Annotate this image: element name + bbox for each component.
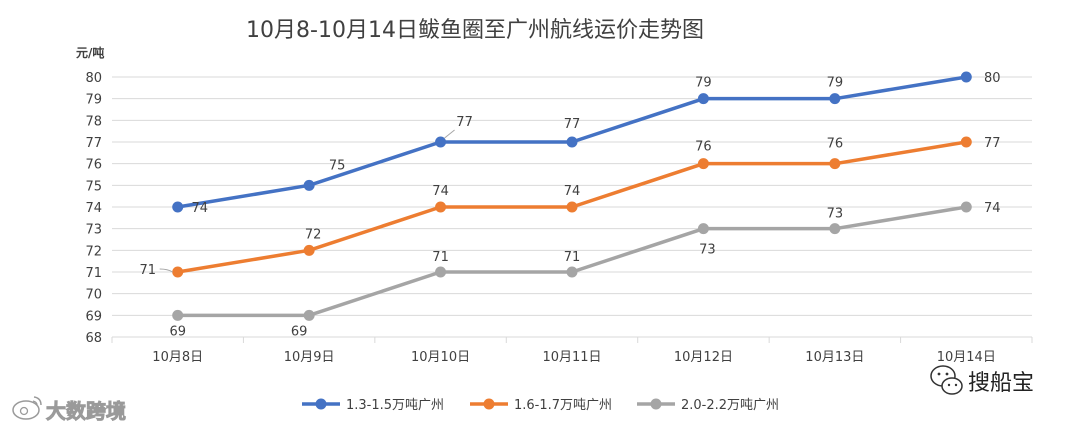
data-label: 69: [169, 324, 186, 339]
y-tick-label: 77: [85, 136, 102, 151]
y-tick-label: 80: [85, 71, 102, 86]
data-point: [960, 71, 972, 83]
legend-entry: 1.6-1.7万吨广州: [470, 398, 612, 413]
x-tick-label: 10月9日: [284, 350, 335, 365]
watermark-left: 大数跨境: [12, 396, 126, 423]
data-label: 71: [564, 250, 581, 265]
legend-swatch-marker: [315, 398, 327, 410]
data-point: [829, 223, 841, 235]
data-point: [303, 179, 315, 191]
legend-swatch-marker: [650, 398, 662, 410]
data-point: [960, 201, 972, 213]
legend: 1.3-1.5万吨广州 1.6-1.7万吨广州 2.0-2.2万吨广州: [302, 398, 779, 413]
legend-label: 1.6-1.7万吨广州: [514, 398, 612, 413]
data-point: [960, 136, 972, 148]
legend-label: 2.0-2.2万吨广州: [681, 398, 779, 413]
weibo-icon: [12, 396, 42, 420]
y-tick-label: 71: [85, 266, 102, 281]
data-label: 69: [291, 324, 308, 339]
data-label: 74: [984, 201, 1001, 216]
data-label: 79: [695, 76, 712, 91]
data-label: 76: [827, 137, 844, 152]
data-point: [435, 136, 447, 148]
data-label: 77: [984, 136, 1001, 151]
data-label: 80: [984, 71, 1001, 86]
data-point: [566, 136, 578, 148]
data-point: [303, 244, 315, 256]
data-point: [566, 266, 578, 278]
data-point: [829, 158, 841, 170]
y-tick-label: 72: [85, 244, 102, 259]
data-point: [829, 93, 841, 105]
x-tick-label: 10月8日: [152, 350, 203, 365]
data-point: [172, 309, 184, 321]
data-label: 77: [564, 117, 581, 132]
data-point: [697, 223, 709, 235]
data-point: [697, 158, 709, 170]
data-point: [435, 201, 447, 213]
legend-entry: 2.0-2.2万吨广州: [637, 398, 779, 413]
data-label: 75: [329, 158, 346, 173]
data-label: 71: [139, 263, 156, 278]
data-label: 76: [695, 140, 712, 155]
y-tick-label: 79: [85, 93, 102, 108]
wechat-icon: [930, 365, 963, 395]
x-tick-label: 10月13日: [805, 350, 864, 365]
y-tick-label: 73: [85, 223, 102, 238]
x-tick-label: 10月14日: [937, 350, 996, 365]
y-tick-label: 75: [85, 179, 102, 194]
data-point: [566, 201, 578, 213]
data-label: 79: [827, 76, 844, 91]
watermark-right: 搜船宝: [930, 365, 1034, 396]
data-label: 77: [456, 115, 473, 130]
data-point: [697, 93, 709, 105]
gridlines: [112, 76, 1032, 338]
y-tick-label: 78: [85, 114, 102, 129]
series-lines: [172, 71, 972, 321]
y-axis-unit-label: 元/吨: [76, 45, 104, 60]
data-point: [435, 266, 447, 278]
chart-title: 10月8-10月14日鲅鱼圈至广州航线运价走势图: [246, 18, 704, 43]
y-tick-label: 69: [85, 309, 102, 324]
label-leader-line: [159, 268, 173, 273]
axes: 68 69 70 71 72 73 74 75 76 77 78 79 80 10月8日 10月9日 10月1…: [85, 71, 1033, 365]
data-point: [303, 309, 315, 321]
data-label: 72: [305, 227, 322, 242]
legend-swatch-marker: [483, 398, 495, 410]
data-label: 73: [827, 207, 844, 222]
data-label: 71: [432, 250, 449, 265]
y-tick-label: 74: [85, 201, 102, 216]
label-leader-line: [444, 129, 455, 139]
data-label: 74: [564, 184, 581, 199]
data-label: 73: [699, 243, 716, 258]
y-tick-label: 70: [85, 288, 102, 303]
y-tick-label: 68: [85, 331, 102, 346]
watermark-right-text: 搜船宝: [968, 371, 1034, 396]
data-label: 74: [432, 184, 449, 199]
x-tick-label: 10月12日: [674, 350, 733, 365]
legend-entry: 1.3-1.5万吨广州: [302, 398, 444, 413]
data-label: 74: [191, 201, 208, 216]
data-point: [172, 201, 184, 213]
data-point: [172, 266, 184, 278]
legend-label: 1.3-1.5万吨广州: [346, 398, 444, 413]
x-tick-label: 10月10日: [411, 350, 470, 365]
y-tick-label: 76: [85, 158, 102, 173]
data-labels: 74 75 77 77 79 79 80 71 72 74 74 76 76 77 69 69 71 71 73 73…: [139, 71, 1000, 339]
watermark-left-text: 大数跨境: [46, 399, 126, 423]
x-tick-label: 10月11日: [542, 350, 601, 365]
